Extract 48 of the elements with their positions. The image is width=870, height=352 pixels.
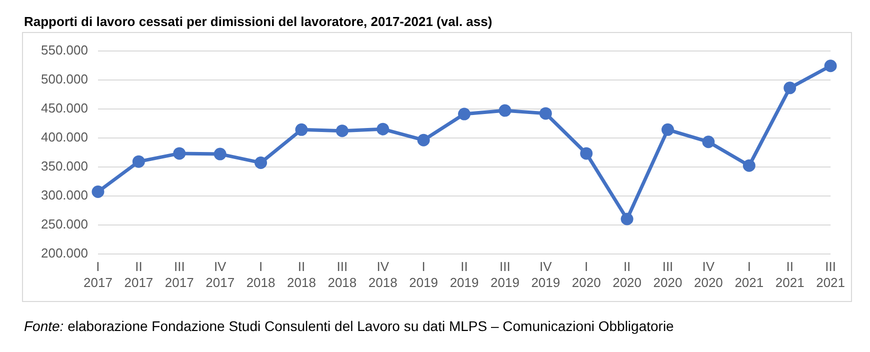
y-tick-label: 200.000	[40, 245, 88, 260]
point	[254, 156, 268, 169]
point	[92, 185, 104, 198]
point	[295, 123, 308, 136]
x-tick-label: III 2020	[653, 259, 682, 290]
point	[458, 108, 471, 120]
point	[376, 122, 390, 136]
x-tick-label: III 2021	[816, 259, 845, 290]
y-tick-label: 550.000	[40, 42, 88, 58]
x-tick-label: II 2017	[124, 259, 154, 290]
x-tick-label: II 2019	[450, 259, 479, 290]
y-tick-label: 450.000	[40, 100, 88, 116]
point	[336, 124, 348, 138]
x-tick-label: III 2018	[328, 259, 357, 290]
point	[784, 82, 796, 94]
x-tick-label: I 2020	[572, 259, 601, 290]
point	[824, 60, 837, 72]
point	[173, 147, 186, 160]
x-tick-label: III 2019	[490, 259, 520, 290]
point	[214, 148, 226, 160]
point	[417, 134, 430, 146]
y-tick-label: 250.000	[40, 216, 88, 232]
y-tick-label: 300.000	[40, 187, 88, 202]
x-tick-label: I 2017	[84, 259, 112, 290]
point	[662, 123, 674, 136]
point	[580, 147, 593, 160]
x-tick-label: I 2021	[734, 259, 764, 290]
x-tick-label: II 2018	[287, 259, 316, 290]
x-tick-label: IV 2017	[206, 259, 235, 290]
x-tick-label: IV 2019	[531, 259, 560, 290]
chart-title: Rapporti di lavoro cessati per dimissioni del lavoratore, 2017-2021 (val. ass)	[24, 14, 496, 29]
x-tick-label: IV 2020	[694, 259, 723, 290]
point	[742, 159, 756, 172]
point	[702, 136, 715, 148]
x-tick-label: II 2020	[612, 259, 642, 290]
x-tick-label: I 2019	[409, 259, 438, 290]
x-tick-label: II 2021	[775, 259, 804, 290]
point	[132, 155, 145, 168]
y-tick-label: 500.000	[40, 71, 88, 86]
y-tick-label: 350.000	[40, 158, 88, 174]
x-tick-label: III 2017	[164, 259, 194, 290]
x-tick-label: IV 2018	[368, 259, 398, 290]
x-tick-label: I 2018	[246, 259, 276, 290]
point	[620, 212, 634, 226]
point	[539, 107, 552, 120]
y-tick-label: 400.000	[40, 129, 88, 144]
source-note: Fonte: elaborazione Fondazione Studi Consulenti del Lavoro su dati MLPS – Comunicazioni Obbligatorie	[24, 318, 674, 334]
point	[498, 104, 512, 117]
